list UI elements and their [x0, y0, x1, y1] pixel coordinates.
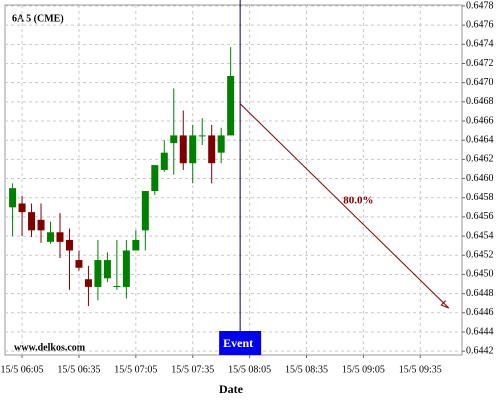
candle-body	[9, 188, 17, 208]
y-tick-label: 0.6476	[466, 19, 494, 30]
y-tick-label: 0.6454	[466, 230, 494, 241]
candle-body	[103, 260, 111, 279]
y-tick-label: 0.6470	[466, 77, 494, 88]
candle-body	[28, 212, 36, 231]
y-tick-label: 0.6466	[466, 115, 494, 126]
candle-body	[227, 75, 235, 136]
candle-body	[170, 135, 178, 144]
x-tick-label: 15/5 06:35	[57, 364, 100, 375]
event-label: Event	[223, 336, 253, 350]
candle-body	[132, 239, 140, 251]
arrow-head	[440, 300, 449, 309]
x-tick-label: 15/5 09:35	[399, 364, 442, 375]
x-tick-label: 15/5 09:05	[342, 364, 385, 375]
candle-body	[113, 285, 121, 287]
x-tick-label: 15/5 07:05	[114, 364, 157, 375]
y-tick-label: 0.6462	[466, 154, 494, 165]
y-tick-label: 0.6460	[466, 173, 494, 184]
candle-body	[189, 135, 197, 164]
x-tick-label: 15/5 07:35	[171, 364, 214, 375]
plot-area	[4, 4, 463, 356]
candle-body	[208, 135, 216, 164]
candle-body	[94, 260, 102, 287]
candle-body	[65, 239, 73, 251]
candle-body	[122, 250, 130, 287]
watermark: www.delkos.com	[14, 342, 86, 353]
projection-arrow	[239, 103, 450, 309]
candle-body	[75, 260, 83, 268]
event-box	[219, 331, 262, 355]
candle-body	[47, 232, 55, 242]
candle-body	[84, 279, 92, 287]
y-tick-label: 0.6456	[466, 211, 494, 222]
y-tick-label: 0.6468	[466, 96, 494, 107]
candle-body	[56, 232, 64, 242]
y-tick-label: 0.6474	[466, 39, 494, 50]
y-tick-label: 0.6452	[466, 250, 494, 261]
candle-body	[160, 152, 168, 170]
x-tick-label: 15/5 08:35	[285, 364, 328, 375]
projection-label: 80.0%	[343, 194, 373, 206]
y-tick-label: 0.6450	[466, 269, 494, 280]
candle-body	[217, 135, 225, 153]
candle-body	[179, 135, 187, 164]
y-tick-label: 0.6472	[466, 58, 494, 69]
chart-title: 6A 5 (CME)	[12, 13, 64, 24]
candle-body	[18, 203, 26, 213]
y-tick-label: 0.6478	[466, 0, 494, 11]
x-tick-label: 15/5 06:05	[1, 364, 44, 375]
y-tick-label: 0.6464	[466, 135, 494, 146]
y-tick-label: 0.6458	[466, 192, 494, 203]
y-tick-label: 0.6448	[466, 288, 494, 299]
candle-body	[37, 219, 45, 231]
x-axis-label: Date	[219, 382, 244, 396]
x-tick-label: 15/5 08:05	[228, 364, 271, 375]
y-tick-label: 0.6442	[466, 345, 494, 356]
y-tick-label: 0.6444	[466, 326, 494, 337]
candle-body	[151, 165, 159, 192]
candle-body	[198, 135, 206, 137]
y-tick-label: 0.6446	[466, 307, 494, 318]
candle-body	[141, 191, 149, 231]
